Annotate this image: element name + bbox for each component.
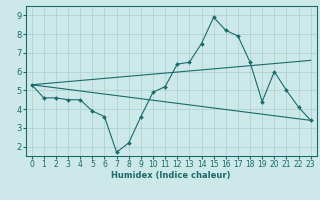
X-axis label: Humidex (Indice chaleur): Humidex (Indice chaleur) bbox=[111, 171, 231, 180]
